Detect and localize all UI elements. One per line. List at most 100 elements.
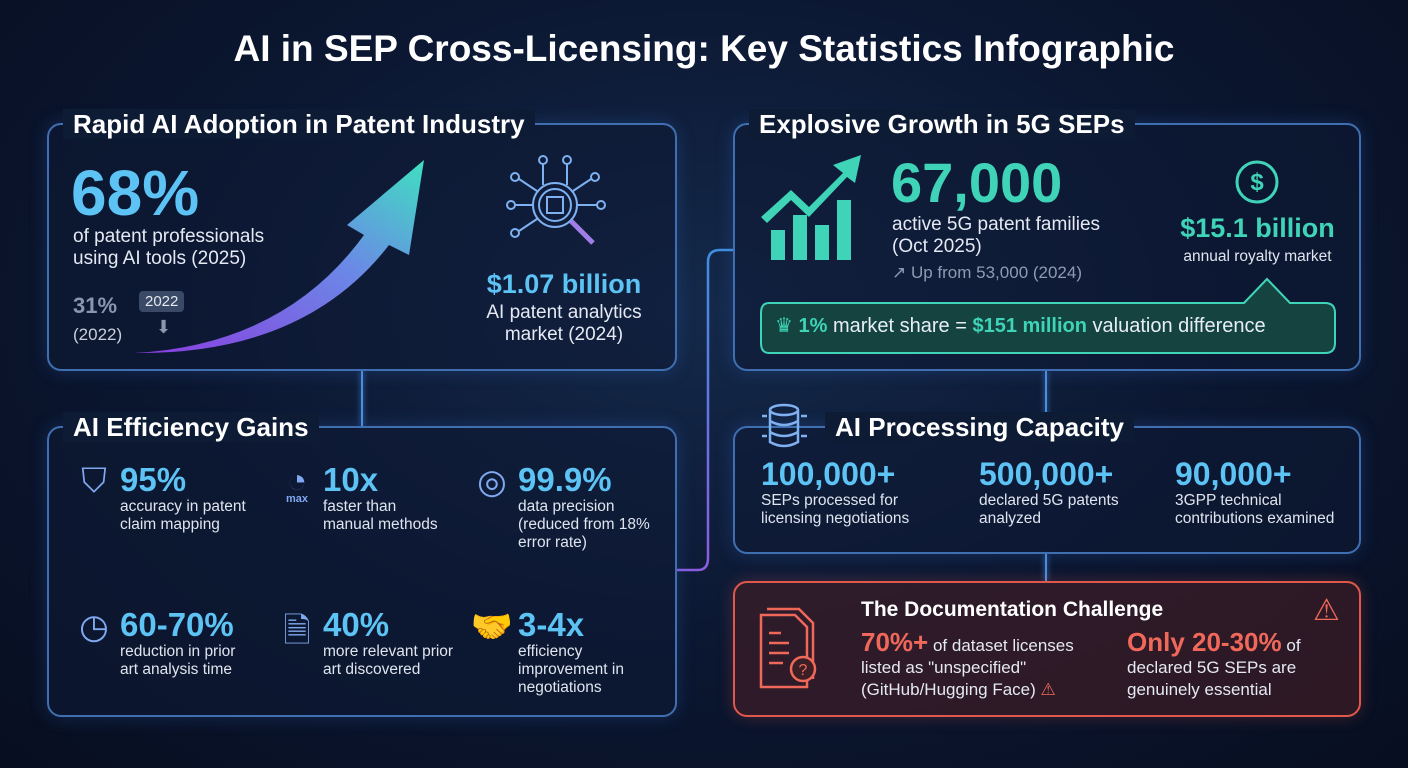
efficiency-stat-desc: accuracy in patent [120, 498, 246, 515]
adoption-desc-2: using AI tools (2025) [73, 248, 247, 269]
adoption-panel: Rapid AI Adoption in Patent Industry 68%… [47, 109, 677, 371]
callout-end: valuation difference [1086, 315, 1266, 337]
adoption-title: Rapid AI Adoption in Patent Industry [63, 109, 535, 139]
efficiency-stat-value: 99.9% [518, 461, 612, 498]
handshake-icon: 🤝 [470, 608, 514, 646]
efficiency-stat-value: 10x [323, 461, 379, 498]
growth-panel: Explosive Growth in 5G SEPs 67,000 activ… [733, 109, 1361, 371]
target-icon: ◎ [477, 463, 507, 501]
bar-chart-up-icon [761, 155, 861, 260]
past-year: (2022) [73, 325, 123, 344]
efficiency-stat-desc: art discovered [323, 661, 421, 678]
challenge-left-value: 70%+ [861, 627, 929, 657]
callout-value: $151 million [972, 315, 1087, 337]
challenge-left-desc-1: of dataset licenses [928, 636, 1074, 655]
processing-stat-desc: analyzed [979, 510, 1042, 527]
challenge-right-desc-2: declared 5G SEPs are [1127, 658, 1297, 677]
efficiency-stat-desc: more relevant prior [323, 643, 454, 660]
royalty-value: $15.1 billion [1180, 213, 1335, 243]
growth-main-value: 67,000 [891, 151, 1063, 214]
challenge-right: Only 20-30% of declared 5G SEPs are genuin… [1127, 629, 1301, 701]
processing-stat-value: 90,000+ [1175, 456, 1292, 492]
efficiency-title: AI Efficiency Gains [63, 412, 319, 442]
efficiency-stat-desc: reduction in prior [120, 643, 236, 660]
efficiency-stat-value: 40% [323, 606, 390, 643]
speedometer-label: max [285, 493, 309, 505]
efficiency-stat-desc: art analysis time [120, 661, 232, 678]
challenge-left: 70%+ of dataset licenses listed as "unspe… [861, 629, 1074, 701]
processing-panel: AI Processing Capacity [733, 403, 1361, 554]
callout-share: 1% [798, 315, 828, 337]
speedometer-icon: ◔ max [275, 462, 319, 505]
efficiency-panel: AI Efficiency Gains [47, 412, 677, 717]
royalty-desc: annual royalty market [1183, 248, 1332, 265]
processing-stat-value: 500,000+ [979, 456, 1114, 492]
efficiency-stat-desc: efficiency [518, 643, 583, 660]
processing-stat: 500,000+ declared 5G patents analyzed [979, 456, 1169, 528]
dollar-icon: $ [1235, 160, 1279, 204]
efficiency-stat: 99.9% data precision (reduced from 18% erro… [518, 462, 708, 552]
efficiency-stat-desc: claim mapping [120, 516, 220, 533]
market-desc-1: AI patent analytics [486, 302, 642, 323]
challenge-right-value: Only 20-30% [1127, 627, 1282, 657]
past-tag: 2022 [139, 291, 185, 312]
efficiency-stat-value: 3-4x [518, 606, 585, 643]
efficiency-stat-desc: manual methods [323, 516, 438, 533]
processing-stat-desc: licensing negotiations [761, 510, 910, 527]
processing-stat-value: 100,000+ [761, 456, 896, 492]
efficiency-stat-value: 60-70% [120, 606, 234, 643]
warning-small-icon: ⚠ [1040, 680, 1056, 699]
up-from: ↗ Up from 53,000 (2024) [892, 263, 1082, 283]
growth-desc-1: active 5G patent families [892, 214, 1101, 235]
processing-stat: 90,000+ 3GPP technical contributions exami… [1175, 456, 1365, 528]
page-title: AI in SEP Cross-Licensing: Key Statistic… [233, 28, 1175, 69]
market-desc-2: market (2024) [504, 324, 624, 345]
growth-title: Explosive Growth in 5G SEPs [749, 109, 1135, 139]
efficiency-stat-desc: (reduced from 18% [518, 516, 650, 533]
efficiency-stat-value: 95% [120, 461, 187, 498]
connector-line [361, 371, 363, 426]
valuation-callout: ♛ 1% market share = $151 million valuati… [775, 313, 1266, 338]
efficiency-stat-desc: error rate) [518, 534, 587, 551]
efficiency-stat-desc: negotiations [518, 679, 602, 696]
challenge-left-desc-2: listed as "unspecified" [861, 658, 1027, 677]
valuation-callout-box [760, 277, 1336, 354]
growth-arrow-icon [134, 160, 424, 354]
processing-stat: 100,000+ SEPs processed for licensing nego… [761, 456, 951, 528]
connector-line [1045, 554, 1047, 581]
shield-check-icon: ⛉ [81, 462, 107, 500]
ai-chip-search-icon [506, 155, 606, 245]
clock-icon: ◷ [79, 608, 109, 646]
challenge-title: The Documentation Challenge [861, 598, 1164, 621]
up-from-text: Up from 53,000 (2024) [910, 263, 1083, 282]
processing-stat-desc: declared 5G patents [979, 492, 1119, 509]
connector-curve [676, 248, 734, 572]
efficiency-stat: 10x faster than manual methods [323, 462, 513, 534]
crown-icon: ♛ [775, 315, 799, 337]
document-question-icon: ? [759, 607, 817, 689]
warning-icon: ⚠ [1313, 594, 1340, 627]
connector-line [1045, 371, 1047, 426]
efficiency-stat: 3-4x efficiency improvement in negotiations [518, 607, 708, 697]
efficiency-stat-desc: data precision [518, 498, 615, 515]
challenge-panel: ? The Documentation Challenge ⚠ 70%+ of … [733, 581, 1361, 717]
trend-arrow-icon: ↗ [892, 263, 911, 282]
processing-stat-desc: SEPs processed for [761, 492, 898, 509]
efficiency-stat-desc: improvement in [518, 661, 624, 678]
market-value: $1.07 billion [486, 269, 642, 299]
challenge-left-desc-3: (GitHub/Hugging Face) [861, 680, 1036, 699]
document-search-icon: 🗎 [283, 612, 311, 650]
adoption-main-value: 68% [71, 157, 200, 229]
past-value: 31% [73, 293, 118, 318]
growth-desc-2: (Oct 2025) [892, 236, 982, 257]
svg-text:$: $ [1250, 169, 1264, 196]
efficiency-stat-desc: faster than [323, 498, 397, 515]
database-icon [762, 403, 807, 448]
processing-stat-desc: contributions examined [1175, 510, 1335, 527]
efficiency-stat: 40% more relevant prior art discovered [323, 607, 513, 679]
adoption-desc-1: of patent professionals [73, 226, 265, 247]
challenge-right-desc-3: genuinely essential [1127, 680, 1272, 699]
challenge-right-desc-1: of [1281, 636, 1301, 655]
svg-text:?: ? [799, 662, 808, 679]
processing-title: AI Processing Capacity [825, 412, 1134, 442]
